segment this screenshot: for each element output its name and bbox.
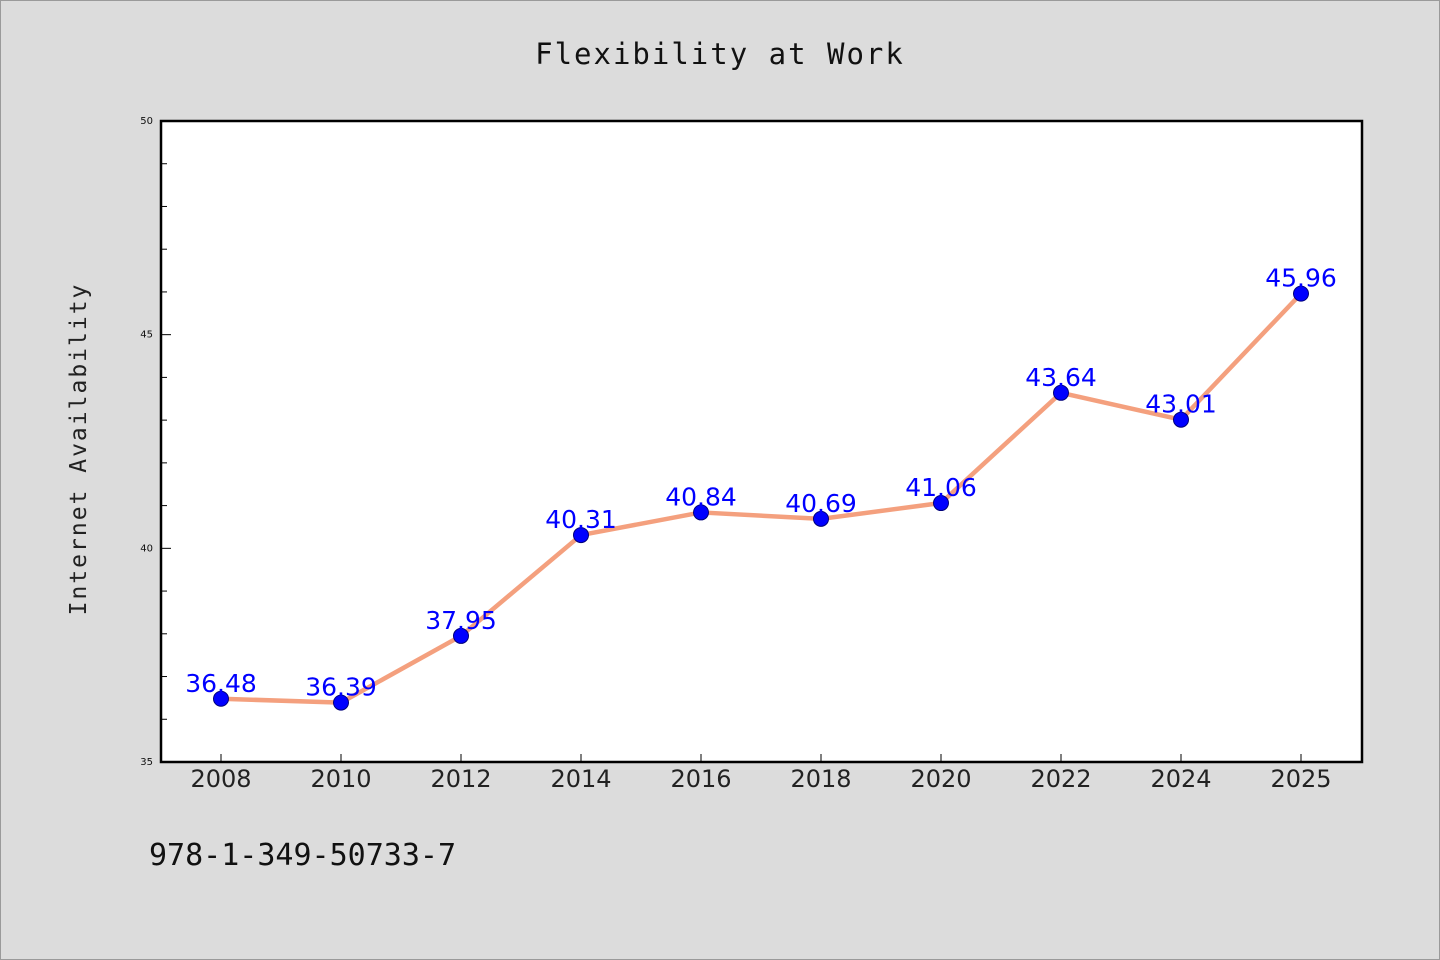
x-tick-label: 2014 (550, 765, 611, 793)
x-tick-label: 2012 (430, 765, 491, 793)
x-tick-label: 2024 (1150, 765, 1211, 793)
data-point (1293, 285, 1309, 302)
data-point (813, 510, 829, 527)
data-labels: 36.48 36.39 37.95 40.31 40.84 40.69 41.06 43.64… (185, 264, 1337, 702)
data-point (333, 694, 349, 711)
x-tick-label: 2008 (190, 765, 251, 793)
data-point (933, 495, 949, 512)
x-tick-label: 2010 (310, 765, 371, 793)
y-axis-label: Internet Availability (66, 283, 92, 616)
x-tick-label: 2022 (1030, 765, 1091, 793)
data-label: 40.69 (785, 489, 857, 518)
x-tick-label: 2018 (790, 765, 851, 793)
y-tick-label: 35 (140, 757, 153, 768)
x-tick-label: 2020 (910, 765, 971, 793)
data-point (453, 627, 469, 644)
y-tick-label: 50 (140, 116, 153, 127)
data-label: 40.31 (545, 505, 617, 534)
plot-frame (159, 119, 1364, 764)
x-tick-label: 2016 (670, 765, 731, 793)
data-label: 37.95 (425, 606, 497, 635)
data-label: 43.64 (1025, 363, 1097, 392)
y-tick-label: 40 (140, 543, 153, 554)
data-point (693, 504, 709, 521)
data-point (1053, 384, 1069, 401)
data-point (1173, 411, 1189, 428)
x-axis-ticks: 2008 2010 2012 2014 2016 2018 2020 2022 2024 2025 (190, 754, 1332, 793)
data-point (573, 527, 589, 544)
data-label: 43.01 (1145, 390, 1217, 419)
data-label: 36.39 (305, 673, 377, 702)
data-label: 45.96 (1265, 264, 1337, 293)
series-layer (213, 285, 1309, 711)
chart-title: Flexibility at Work (535, 37, 905, 71)
x-tick-label: 2025 (1270, 765, 1331, 793)
data-point (213, 690, 229, 707)
isbn-footer: 978-1-349-50733-7 (149, 838, 456, 873)
series-line (218, 291, 1304, 705)
data-label: 41.06 (905, 473, 977, 502)
data-label: 40.84 (665, 482, 737, 511)
y-tick-label: 45 (140, 330, 153, 341)
plot-area (161, 121, 1362, 762)
data-label: 36.48 (185, 669, 257, 698)
